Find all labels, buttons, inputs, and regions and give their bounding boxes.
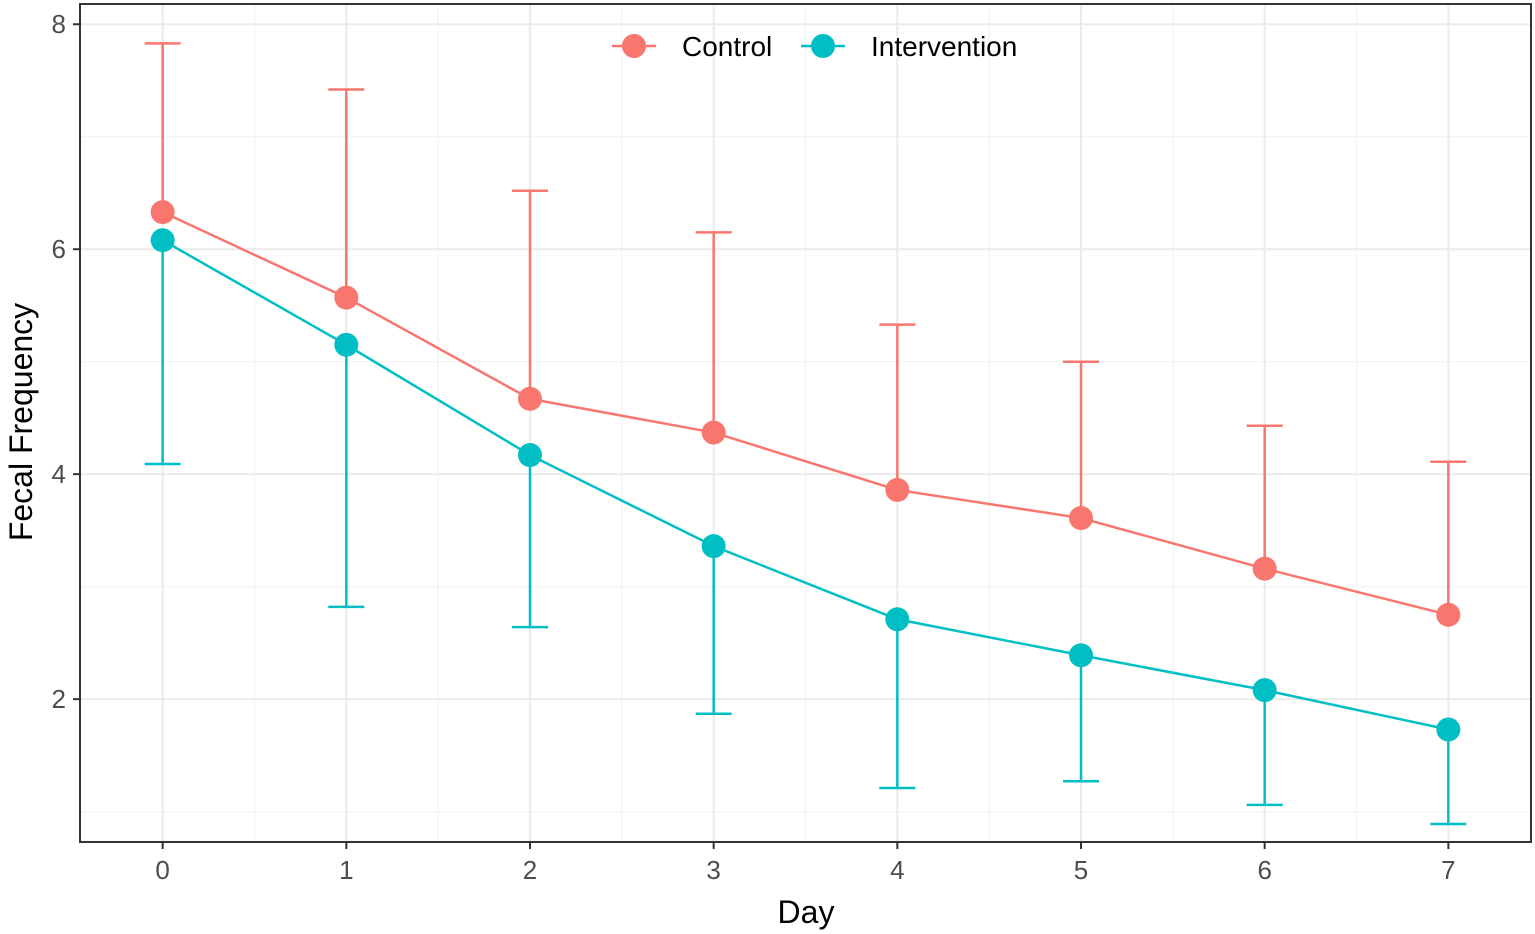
x-tick-label: 1 [339,855,353,885]
x-tick-label: 2 [523,855,537,885]
y-tick-label: 2 [52,684,66,714]
legend-control-label: Control [682,31,772,62]
data-point-intervention [701,534,726,559]
legend-control-marker [622,34,646,58]
x-tick-label: 3 [706,855,720,885]
data-point-intervention [885,607,910,632]
data-point-control [1252,556,1277,581]
x-tick-label: 5 [1074,855,1088,885]
error-bars [144,42,1467,826]
x-tick-label: 0 [155,855,169,885]
legend-intervention-marker [811,34,835,58]
axes: 0 1 2 3 4 5 6 7 2 4 6 8 [52,9,1456,885]
data-points [150,200,1461,742]
legend[interactable]: Control Intervention [612,31,1017,62]
series-line-intervention [162,239,1449,731]
data-point-intervention [517,443,542,468]
data-point-control [150,200,175,225]
x-tick-label: 4 [890,855,904,885]
data-point-intervention [1069,643,1094,668]
y-tick-label: 8 [52,9,66,39]
y-axis-title: Fecal Frequency [3,303,39,541]
data-point-control [885,477,910,502]
data-point-control [517,386,542,411]
data-point-intervention [334,332,359,357]
data-point-control [334,285,359,310]
legend-intervention-label: Intervention [871,31,1017,62]
series-lines [162,210,1449,731]
y-tick-label: 6 [52,234,66,264]
series-line-control [162,210,1449,616]
data-point-control [701,420,726,445]
x-tick-label: 6 [1257,855,1271,885]
data-point-intervention [1436,717,1461,742]
x-axis-title: Day [778,894,835,930]
panel-border [79,3,1532,843]
data-point-control [1436,602,1461,627]
data-point-intervention [1252,678,1277,703]
x-tick-label: 7 [1441,855,1455,885]
data-point-intervention [150,228,175,253]
y-tick-label: 4 [52,459,66,489]
data-point-control [1069,506,1094,531]
